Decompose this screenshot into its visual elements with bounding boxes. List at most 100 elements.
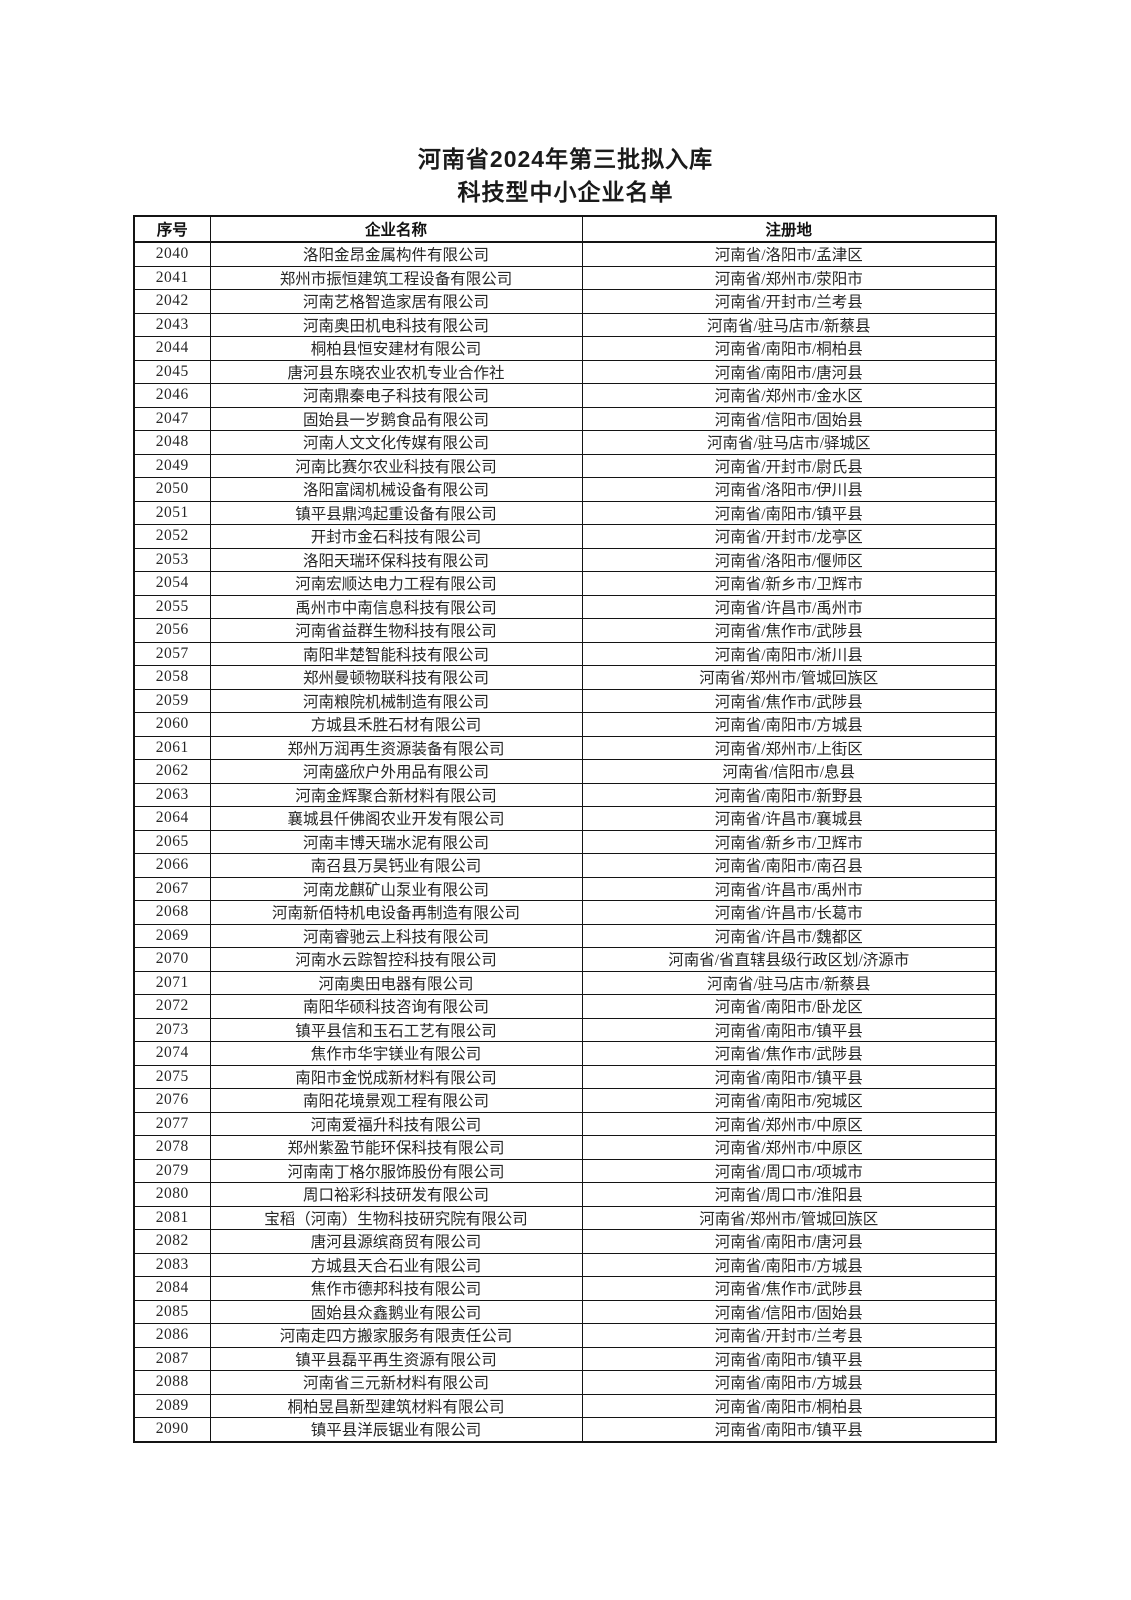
table-row: 2063 河南金辉聚合新材料有限公司 河南省/南阳市/新野县	[133, 782, 997, 807]
row-no: 2082	[133, 1229, 211, 1254]
row-registration-place: 河南省/南阳市/卧龙区	[581, 994, 997, 1019]
row-registration-place: 河南省/南阳市/南召县	[581, 853, 997, 878]
row-no: 2072	[133, 994, 211, 1019]
company-table-header: 序号 企业名称 注册地	[133, 215, 997, 243]
row-company-name: 南阳花境景观工程有限公司	[209, 1088, 583, 1113]
table-row: 2071 河南奥田电器有限公司 河南省/驻马店市/新蔡县	[133, 970, 997, 995]
row-registration-place: 河南省/焦作市/武陟县	[581, 1041, 997, 1066]
row-company-name: 河南走四方搬家服务有限责任公司	[209, 1323, 583, 1348]
row-no: 2073	[133, 1017, 211, 1042]
row-registration-place: 河南省/许昌市/禹州市	[581, 876, 997, 901]
row-registration-place: 河南省/郑州市/上街区	[581, 735, 997, 760]
table-row: 2054 河南宏顺达电力工程有限公司 河南省/新乡市/卫辉市	[133, 571, 997, 596]
row-registration-place: 河南省/南阳市/淅川县	[581, 641, 997, 666]
row-company-name: 焦作市德邦科技有限公司	[209, 1276, 583, 1301]
table-row: 2086 河南走四方搬家服务有限责任公司 河南省/开封市/兰考县	[133, 1323, 997, 1348]
row-registration-place: 河南省/南阳市/镇平县	[581, 1064, 997, 1089]
row-company-name: 洛阳金昂金属构件有限公司	[209, 241, 583, 267]
row-no: 2069	[133, 923, 211, 948]
row-no: 2048	[133, 430, 211, 455]
company-table: 序号 企业名称 注册地 2040 洛阳金昂金属构件有限公司 河南省/洛阳市/孟津…	[133, 215, 997, 1443]
row-no: 2077	[133, 1111, 211, 1136]
header-registration-place: 注册地	[581, 215, 997, 243]
table-row: 2089 桐柏昱昌新型建筑材料有限公司 河南省/南阳市/桐柏县	[133, 1393, 997, 1418]
table-row: 2060 方城县禾胜石材有限公司 河南省/南阳市/方城县	[133, 712, 997, 737]
row-no: 2086	[133, 1323, 211, 1348]
row-company-name: 河南人文文化传媒有限公司	[209, 430, 583, 455]
row-no: 2063	[133, 782, 211, 807]
row-registration-place: 河南省/开封市/兰考县	[581, 1323, 997, 1348]
table-row: 2058 郑州曼顿物联科技有限公司 河南省/郑州市/管城回族区	[133, 665, 997, 690]
row-company-name: 河南省益群生物科技有限公司	[209, 618, 583, 643]
table-row: 2067 河南龙麒矿山泵业有限公司 河南省/许昌市/禹州市	[133, 876, 997, 901]
row-company-name: 河南新佰特机电设备再制造有限公司	[209, 900, 583, 925]
row-no: 2083	[133, 1252, 211, 1277]
row-registration-place: 河南省/焦作市/武陟县	[581, 688, 997, 713]
row-registration-place: 河南省/许昌市/襄城县	[581, 806, 997, 831]
row-registration-place: 河南省/南阳市/桐柏县	[581, 336, 997, 361]
row-company-name: 河南宏顺达电力工程有限公司	[209, 571, 583, 596]
row-registration-place: 河南省/许昌市/魏都区	[581, 923, 997, 948]
table-row: 2056 河南省益群生物科技有限公司 河南省/焦作市/武陟县	[133, 618, 997, 643]
table-row: 2041 郑州市振恒建筑工程设备有限公司 河南省/郑州市/荥阳市	[133, 265, 997, 290]
row-company-name: 洛阳富阔机械设备有限公司	[209, 477, 583, 502]
table-row: 2062 河南盛欣户外用品有限公司 河南省/信阳市/息县	[133, 759, 997, 784]
row-registration-place: 河南省/周口市/项城市	[581, 1158, 997, 1183]
row-registration-place: 河南省/许昌市/禹州市	[581, 594, 997, 619]
row-registration-place: 河南省/焦作市/武陟县	[581, 1276, 997, 1301]
row-registration-place: 河南省/南阳市/唐河县	[581, 1229, 997, 1254]
row-no: 2067	[133, 876, 211, 901]
row-company-name: 郑州紫盈节能环保科技有限公司	[209, 1135, 583, 1160]
table-row: 2070 河南水云踪智控科技有限公司 河南省/省直辖县级行政区划/济源市	[133, 947, 997, 972]
header-company-name: 企业名称	[209, 215, 583, 243]
row-registration-place: 河南省/南阳市/方城县	[581, 1370, 997, 1395]
table-row: 2059 河南粮院机械制造有限公司 河南省/焦作市/武陟县	[133, 688, 997, 713]
row-registration-place: 河南省/南阳市/镇平县	[581, 1346, 997, 1371]
row-no: 2051	[133, 500, 211, 525]
row-company-name: 镇平县磊平再生资源有限公司	[209, 1346, 583, 1371]
document-title-line2: 科技型中小企业名单	[457, 179, 674, 205]
row-company-name: 固始县众鑫鹅业有限公司	[209, 1299, 583, 1324]
row-registration-place: 河南省/郑州市/中原区	[581, 1111, 997, 1136]
row-company-name: 南阳市金悦成新材料有限公司	[209, 1064, 583, 1089]
row-no: 2068	[133, 900, 211, 925]
table-row: 2078 郑州紫盈节能环保科技有限公司 河南省/郑州市/中原区	[133, 1135, 997, 1160]
table-row: 2047 固始县一岁鹅食品有限公司 河南省/信阳市/固始县	[133, 406, 997, 431]
row-company-name: 唐河县东晓农业农机专业合作社	[209, 359, 583, 384]
row-registration-place: 河南省/信阳市/息县	[581, 759, 997, 784]
row-no: 2064	[133, 806, 211, 831]
company-table-body: 2040 洛阳金昂金属构件有限公司 河南省/洛阳市/孟津区 2041 郑州市振恒…	[133, 241, 997, 1442]
row-no: 2084	[133, 1276, 211, 1301]
row-company-name: 焦作市华宇镁业有限公司	[209, 1041, 583, 1066]
document-title-line1: 河南省2024年第三批拟入库	[417, 146, 714, 172]
row-company-name: 桐柏县恒安建材有限公司	[209, 336, 583, 361]
row-no: 2066	[133, 853, 211, 878]
row-registration-place: 河南省/驻马店市/驿城区	[581, 430, 997, 455]
table-row: 2044 桐柏县恒安建材有限公司 河南省/南阳市/桐柏县	[133, 336, 997, 361]
row-no: 2081	[133, 1205, 211, 1230]
row-no: 2047	[133, 406, 211, 431]
row-registration-place: 河南省/南阳市/新野县	[581, 782, 997, 807]
table-row: 2079 河南南丁格尔服饰股份有限公司 河南省/周口市/项城市	[133, 1158, 997, 1183]
table-row: 2048 河南人文文化传媒有限公司 河南省/驻马店市/驿城区	[133, 430, 997, 455]
table-row: 2055 禹州市中南信息科技有限公司 河南省/许昌市/禹州市	[133, 594, 997, 619]
row-company-name: 桐柏昱昌新型建筑材料有限公司	[209, 1393, 583, 1418]
row-company-name: 河南粮院机械制造有限公司	[209, 688, 583, 713]
row-no: 2071	[133, 970, 211, 995]
table-row: 2083 方城县天合石业有限公司 河南省/南阳市/方城县	[133, 1252, 997, 1277]
row-registration-place: 河南省/南阳市/方城县	[581, 712, 997, 737]
row-no: 2043	[133, 312, 211, 337]
row-no: 2074	[133, 1041, 211, 1066]
row-registration-place: 河南省/省直辖县级行政区划/济源市	[581, 947, 997, 972]
table-row: 2082 唐河县源缤商贸有限公司 河南省/南阳市/唐河县	[133, 1229, 997, 1254]
row-registration-place: 河南省/信阳市/固始县	[581, 1299, 997, 1324]
table-row: 2080 周口裕彩科技研发有限公司 河南省/周口市/淮阳县	[133, 1182, 997, 1207]
row-no: 2079	[133, 1158, 211, 1183]
row-company-name: 襄城县仟佛阁农业开发有限公司	[209, 806, 583, 831]
row-no: 2058	[133, 665, 211, 690]
table-row: 2064 襄城县仟佛阁农业开发有限公司 河南省/许昌市/襄城县	[133, 806, 997, 831]
row-company-name: 郑州万润再生资源装备有限公司	[209, 735, 583, 760]
row-registration-place: 河南省/洛阳市/伊川县	[581, 477, 997, 502]
row-company-name: 郑州市振恒建筑工程设备有限公司	[209, 265, 583, 290]
table-row: 2072 南阳华硕科技咨询有限公司 河南省/南阳市/卧龙区	[133, 994, 997, 1019]
